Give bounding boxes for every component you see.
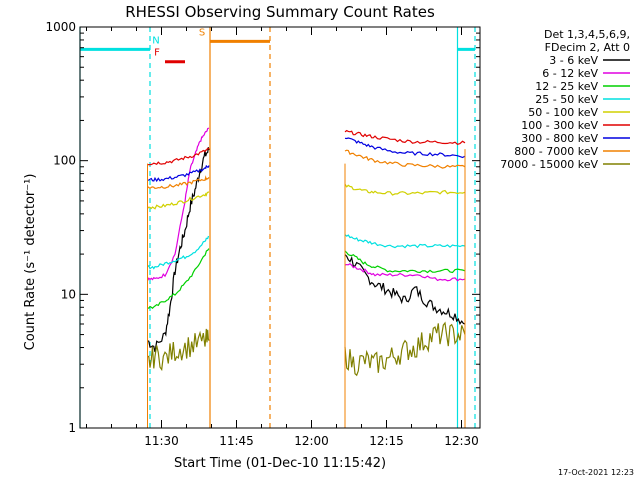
- x-axis-label: Start Time (01-Dec-10 11:15:42): [174, 456, 386, 471]
- legend-label-3: 12 - 25 keV: [535, 80, 598, 93]
- series-line-8-seg1: [147, 175, 210, 190]
- x-tick-label-0: 11:30: [144, 434, 179, 448]
- x-tick-label-4: 12:30: [444, 434, 479, 448]
- y-tick-label-0: 1: [68, 421, 76, 435]
- legend-label-9: 7000 - 15000 keV: [500, 158, 598, 171]
- x-tick-label-2: 12:00: [294, 434, 329, 448]
- y-axis-label: Count Rate (s⁻¹ detector⁻¹): [23, 174, 38, 351]
- series-line-9-seg1: [147, 328, 210, 372]
- series-line-5-seg2: [344, 183, 466, 196]
- legend-header-1: Det 1,3,4,5,6,9,: [544, 28, 630, 41]
- legend-label-6: 100 - 300 keV: [521, 119, 598, 132]
- plot-frame: [79, 26, 481, 429]
- series-line-7-seg2: [344, 137, 466, 159]
- series-line-6-seg2: [344, 129, 466, 145]
- series-line-2-seg2: [344, 262, 466, 282]
- series-line-9-seg2: [344, 321, 466, 377]
- legend-label-4: 25 - 50 keV: [535, 93, 598, 106]
- y-tick-label-3: 1000: [45, 20, 76, 34]
- series-line-6-seg1: [147, 147, 210, 166]
- x-tick-label-1: 11:45: [219, 434, 254, 448]
- footer-timestamp: 17-Oct-2021 12:23: [558, 468, 634, 477]
- axes: 1 10 100 1000 11:30 11:45 12:00 12:15 12:30: [45, 20, 481, 448]
- series-line-4-seg1: [147, 235, 210, 270]
- flag-f-label: F: [154, 48, 160, 59]
- flag-n-label: N: [152, 35, 159, 46]
- series-line-4-seg2: [344, 234, 466, 249]
- y-tick-label-2: 100: [53, 154, 76, 168]
- plot-area: NF S: [79, 27, 476, 428]
- x-tick-label-3: 12:15: [369, 434, 404, 448]
- chart-title: RHESSI Observing Summary Count Rates: [125, 3, 435, 21]
- legend: Det 1,3,4,5,6,9,FDecim 2, Att 03 - 6 keV…: [500, 28, 630, 171]
- series-line-1-seg2: [344, 254, 466, 326]
- flag-s-label: S: [199, 27, 205, 38]
- legend-label-8: 800 - 7000 keV: [514, 145, 598, 158]
- legend-label-5: 50 - 100 keV: [528, 106, 598, 119]
- y-tick-label-1: 10: [61, 287, 76, 301]
- series-line-5-seg1: [147, 191, 210, 210]
- legend-header-2: FDecim 2, Att 0: [545, 41, 630, 54]
- series-line-7-seg1: [147, 164, 210, 183]
- series-line-3-seg1: [147, 248, 210, 309]
- series-line-8-seg2: [344, 149, 466, 169]
- legend-label-2: 6 - 12 keV: [542, 67, 598, 80]
- series-line-2-seg1: [146, 127, 210, 281]
- legend-label-1: 3 - 6 keV: [549, 54, 598, 67]
- series-line-3-seg2: [344, 250, 466, 274]
- series-line-1-seg1: [147, 147, 210, 353]
- legend-label-7: 300 - 800 keV: [521, 132, 598, 145]
